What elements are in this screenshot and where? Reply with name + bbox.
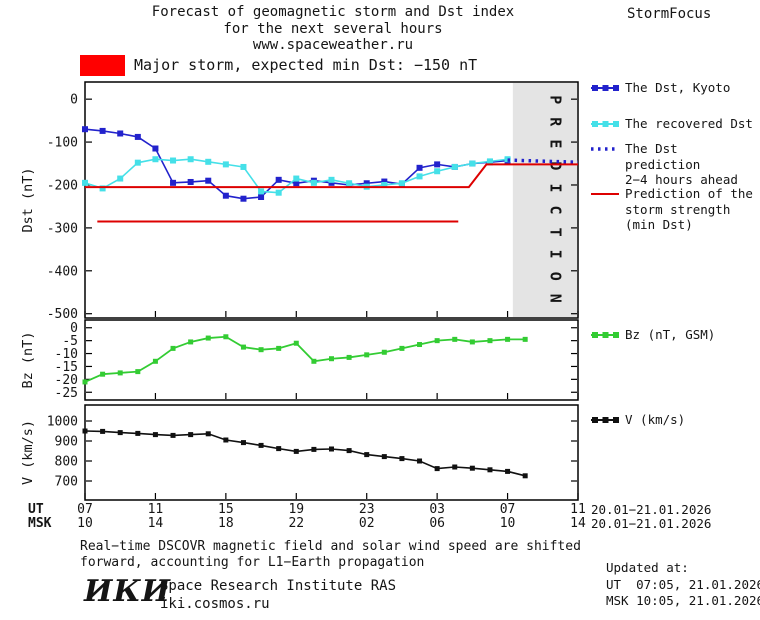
svg-text:11: 11 xyxy=(148,502,164,517)
svg-text:10: 10 xyxy=(500,516,516,531)
storm-warning: Major storm, expected min Dst: −150 nT xyxy=(80,54,477,76)
svg-text:1000: 1000 xyxy=(47,415,78,430)
v-marker-icon xyxy=(591,416,619,423)
institute-name: Space Research Institute RAS xyxy=(160,578,397,594)
svg-text:-100: -100 xyxy=(47,136,78,151)
dst-kyoto-marker-icon xyxy=(591,84,619,91)
legend-v-label: V (km/s) xyxy=(625,412,686,427)
svg-text:14: 14 xyxy=(570,516,586,531)
svg-text:19: 19 xyxy=(288,502,304,517)
y-axis-label: V (km/s) xyxy=(20,420,36,485)
svg-text:06: 06 xyxy=(429,516,445,531)
storm-warning-text: Major storm, expected min Dst: −150 nT xyxy=(134,56,478,74)
page-subtitle: for the next several hours xyxy=(223,20,443,37)
msk-axis-label: MSK xyxy=(28,516,52,531)
legend-dst-kyoto-label: The Dst, Kyoto xyxy=(625,80,731,95)
legend-storm-strength-label-1: Prediction of the xyxy=(625,186,753,201)
legend-storm-strength-label-3: (min Dst) xyxy=(625,217,693,232)
svg-text:-5: -5 xyxy=(62,334,78,349)
legend-recovered-dst-label: The recovered Dst xyxy=(625,116,753,131)
legend-dst-prediction: The Dst prediction 2−4 hours ahead xyxy=(590,141,760,188)
brand-stormfocus: StormFocus xyxy=(627,6,712,22)
msk-date-range: 20.01−21.01.2026 xyxy=(591,516,712,531)
the-dst-kyoto-line xyxy=(84,128,508,200)
svg-text:-15: -15 xyxy=(55,360,78,375)
svg-text:-400: -400 xyxy=(47,264,78,279)
svg-text:14: 14 xyxy=(148,516,164,531)
svg-text:-500: -500 xyxy=(47,307,78,322)
storm-strength-marker-icon xyxy=(591,192,619,195)
legend-storm-strength: Prediction of the storm strength (min Ds… xyxy=(590,186,753,233)
legend-dst-prediction-label-1: The Dst prediction xyxy=(625,141,701,172)
legend-bz-label: Bz (nT, GSM) xyxy=(625,327,716,342)
legend-storm-strength-label-2: storm strength xyxy=(625,201,731,217)
legend-dst-kyoto: The Dst, Kyoto xyxy=(590,80,730,96)
svg-text:-200: -200 xyxy=(47,178,78,193)
institute-site: iki.cosmos.ru xyxy=(160,596,270,612)
recovered-dst-marker-icon xyxy=(591,120,619,127)
svg-text:03: 03 xyxy=(429,502,445,517)
iki-logo: ИКИ xyxy=(84,574,171,609)
legend-v: V (km/s) xyxy=(590,412,685,428)
propagation-note-line1: Real−time DSCOVR magnetic field and sola… xyxy=(80,539,581,554)
panel-frame xyxy=(84,319,579,401)
svg-text:15: 15 xyxy=(218,502,234,517)
svg-text:11: 11 xyxy=(570,502,586,517)
svg-text:22: 22 xyxy=(288,516,304,531)
svg-text:0: 0 xyxy=(70,321,78,336)
v-km-s-line xyxy=(84,430,526,477)
propagation-note-line2: forward, accounting for L1−Earth propaga… xyxy=(80,555,425,570)
svg-text:02: 02 xyxy=(359,516,375,531)
svg-text:10: 10 xyxy=(77,516,93,531)
panel-frame xyxy=(84,404,579,501)
svg-text:-20: -20 xyxy=(55,373,78,388)
header: Forecast of geomagnetic storm and Dst in… xyxy=(60,4,606,54)
svg-text:-300: -300 xyxy=(47,221,78,236)
ut-axis-label: UT xyxy=(28,502,44,517)
legend-dst-prediction-label-2: 2−4 hours ahead xyxy=(625,172,738,187)
bz-marker-icon xyxy=(591,331,619,338)
svg-text:-25: -25 xyxy=(55,386,78,401)
page-title: Forecast of geomagnetic storm and Dst in… xyxy=(151,4,515,20)
svg-text:700: 700 xyxy=(55,475,78,490)
ut-date-range: 20.01−21.01.2026 xyxy=(591,502,712,517)
svg-text:07: 07 xyxy=(500,502,516,517)
svg-text:07: 07 xyxy=(77,502,93,517)
panel-frame xyxy=(84,81,579,319)
bz-nt-gsm-line xyxy=(84,335,526,383)
svg-text:-10: -10 xyxy=(55,347,78,362)
dst-prediction-marker-icon xyxy=(591,146,619,151)
the-dst-prediction-2-4-hours-ahead-line xyxy=(507,158,579,164)
updated-title: Updated at: xyxy=(606,560,689,575)
prediction-of-the-storm-strength-min-dst-line xyxy=(85,163,578,189)
prediction-band-label: P R E D I C T I O N xyxy=(546,95,564,305)
storm-swatch xyxy=(80,54,125,76)
svg-text:18: 18 xyxy=(218,516,234,531)
svg-text:0: 0 xyxy=(70,93,78,108)
legend-recovered-dst: The recovered Dst xyxy=(590,116,753,132)
svg-text:800: 800 xyxy=(55,455,78,470)
updated-msk: MSK 10:05, 21.01.2026 xyxy=(606,593,760,608)
svg-text:900: 900 xyxy=(55,435,78,450)
y-axis-label: Dst (nT) xyxy=(20,167,36,232)
site-url: www.spaceweather.ru xyxy=(252,37,414,53)
prediction-band xyxy=(512,83,577,317)
y-axis-label: Bz (nT) xyxy=(20,332,36,389)
legend-bz: Bz (nT, GSM) xyxy=(590,327,715,343)
updated-ut: UT 07:05, 21.01.2026 xyxy=(606,577,760,592)
svg-text:23: 23 xyxy=(359,502,375,517)
